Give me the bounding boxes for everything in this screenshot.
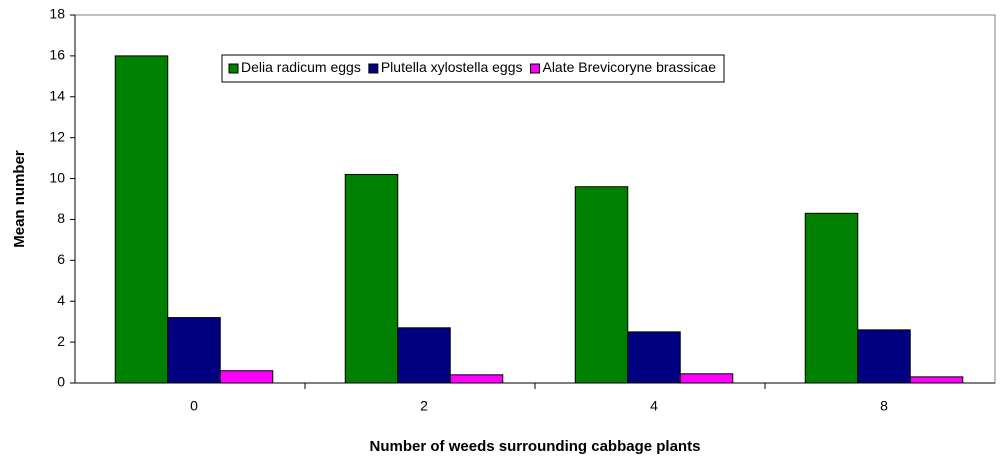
y-tick-label: 4	[57, 292, 65, 308]
legend-box	[221, 54, 725, 83]
y-tick-label: 16	[49, 47, 65, 63]
x-axis-label: Number of weeds surrounding cabbage plan…	[370, 438, 701, 455]
legend-swatch	[529, 63, 540, 74]
y-axis-label: Mean number	[11, 150, 28, 248]
x-tick-label: 2	[420, 398, 428, 414]
bar	[219, 370, 274, 384]
bar	[344, 173, 399, 384]
bar	[857, 329, 911, 384]
y-tick-label: 18	[49, 6, 65, 22]
bar	[574, 186, 629, 384]
legend-label: Delia radicum eggs	[241, 59, 361, 75]
legend-swatch	[228, 63, 239, 74]
bar	[114, 55, 169, 384]
y-tick-label: 8	[57, 210, 65, 226]
legend-label: Alate Brevicoryne brassicae	[542, 59, 716, 75]
legend-swatch	[368, 63, 379, 74]
legend-label: Plutella xylostella eggs	[381, 59, 523, 75]
bar	[804, 212, 859, 384]
x-tick-label: 4	[650, 398, 658, 414]
x-tick-label: 8	[880, 398, 888, 414]
bar	[679, 373, 734, 384]
y-tick-label: 12	[49, 128, 65, 144]
x-tick-label: 0	[190, 398, 198, 414]
bar	[909, 376, 964, 384]
y-tick-label: 0	[57, 374, 65, 390]
y-tick-label: 2	[57, 333, 65, 349]
y-tick-label: 14	[49, 87, 65, 103]
bar	[167, 317, 221, 384]
bar	[449, 374, 504, 384]
bar	[627, 331, 681, 384]
y-tick-label: 10	[49, 169, 65, 185]
y-tick-label: 6	[57, 251, 65, 267]
bar	[397, 327, 451, 384]
